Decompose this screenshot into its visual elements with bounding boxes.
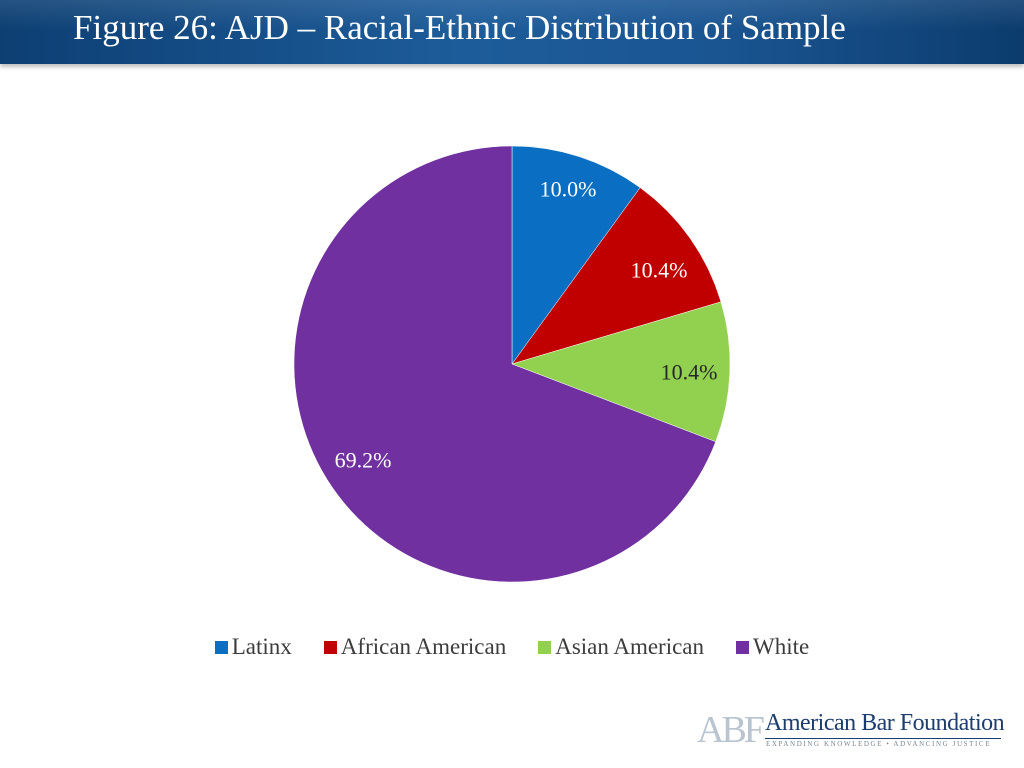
legend-swatch xyxy=(214,640,228,654)
legend-label: African American xyxy=(340,634,507,659)
legend-swatch xyxy=(538,640,552,654)
legend-label: Asian American xyxy=(555,634,705,659)
legend-swatch xyxy=(323,640,337,654)
legend-item-latinx: Latinx xyxy=(214,634,292,660)
legend-item-asian-american: Asian American xyxy=(538,634,704,660)
pie-slice-african-american xyxy=(511,187,722,365)
data-label-latinx: 10.0% xyxy=(540,177,597,202)
abf-logo-rule xyxy=(765,738,1001,739)
data-label-asian-american: 10.4% xyxy=(661,360,718,385)
title-bar-shine xyxy=(0,0,1024,30)
abf-logo-mark: ABF xyxy=(697,709,765,751)
abf-logo-tagline: EXPANDING KNOWLEDGE • ADVANCING JUSTICE xyxy=(766,740,992,748)
title-bar: Figure 26: AJD – Racial-Ethnic Distribut… xyxy=(0,0,1024,64)
abf-logo-name: American Bar Foundation xyxy=(765,710,1005,736)
data-label-white: 69.2% xyxy=(335,448,392,473)
pie-slice-asian-american xyxy=(511,301,731,443)
abf-logo: ABF American Bar Foundation EXPANDING KN… xyxy=(697,708,1007,754)
legend-item-white: White xyxy=(736,634,809,660)
pie-slice-white xyxy=(293,145,717,583)
chart-legend: Latinx African American Asian American Whit… xyxy=(0,634,1024,660)
legend-label: Latinx xyxy=(231,634,292,659)
legend-swatch xyxy=(736,640,750,654)
data-label-african-american: 10.4% xyxy=(631,258,688,283)
legend-label: White xyxy=(753,634,810,659)
page-title: Figure 26: AJD – Racial-Ethnic Distribut… xyxy=(73,8,846,47)
legend-item-african-american: African American xyxy=(323,634,507,660)
pie-slice-latinx xyxy=(511,145,641,365)
